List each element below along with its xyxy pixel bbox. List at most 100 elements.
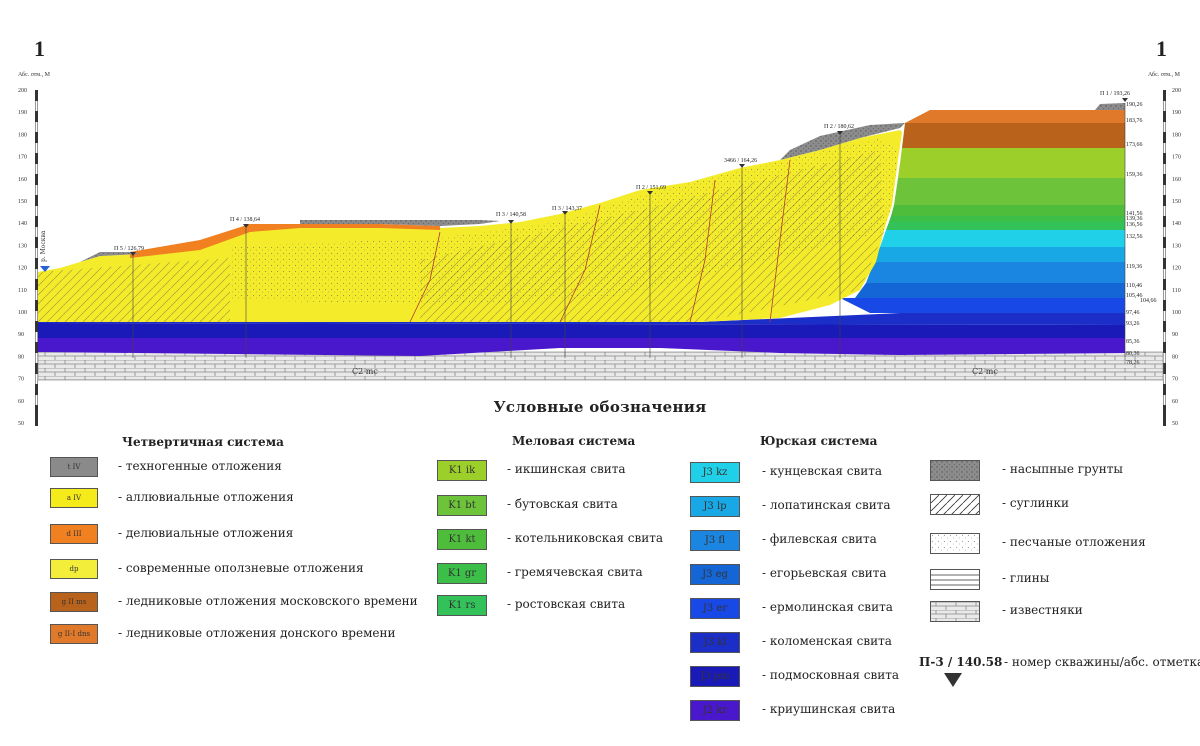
right-elevation-label: 85,36: [1126, 339, 1140, 345]
legend-label: - техногенные отложения: [118, 459, 282, 473]
legend-swatch: K1 rs: [437, 595, 487, 616]
jurassic-right-blue-2: [855, 283, 1125, 298]
legend-swatch: K1 ik: [437, 460, 487, 481]
section-end-marker-left: 1: [34, 36, 45, 61]
right-elevation-axis: [1163, 90, 1166, 426]
right-elevation-label: 136,56: [1126, 222, 1143, 228]
cretaceous-butovskaya-layer: [894, 178, 1125, 205]
axis-tick-label: 140: [18, 221, 27, 227]
geological-cross-section: Абс. отм., М Абс. отм., М 200 190 180 170 16…: [18, 71, 1181, 427]
legend-swatch: J3 pm: [690, 666, 740, 687]
axis-tick-label: 90: [1172, 332, 1178, 338]
legend-swatch: J2 kr: [690, 700, 740, 721]
axis-tick-label: 50: [18, 421, 24, 427]
well-label: П 5 / 126,79: [114, 246, 144, 252]
clay-swatch: [930, 569, 980, 590]
axis-tick-label: 120: [18, 266, 27, 272]
right-axis-ticks: 200 190 180 170 160 150 140 130 120 110 100 90 80 70 6…: [1172, 88, 1181, 427]
axis-tick-label: 160: [18, 177, 27, 183]
axis-tick-label: 50: [1172, 421, 1178, 427]
axis-tick-label: 130: [1172, 243, 1181, 249]
left-axis-title: Абс. отм., М: [18, 71, 51, 78]
legend-title: Условные обозначения: [493, 398, 707, 416]
borehole-triangle-icon: [944, 673, 962, 687]
river-label: р. Москва: [40, 230, 47, 262]
jurassic-podmoskovnaya-layer: [38, 323, 1125, 338]
legend-label: - делювиальные отложения: [118, 526, 294, 540]
legend-swatch: J3 lp: [690, 496, 740, 517]
legend-label: - насыпные грунты: [1002, 462, 1123, 476]
axis-tick-label: 170: [18, 155, 27, 161]
limestone-label-right: C2 mc: [972, 367, 998, 376]
borehole-legend-label: - номер скважины/абс. отметка: [1004, 655, 1200, 669]
legend-label: - ледниковые отложения московского време…: [118, 594, 418, 608]
axis-tick-label: 100: [18, 310, 27, 316]
axis-tick-label: 200: [1172, 88, 1181, 94]
legend-label: - ростовская свита: [507, 597, 626, 611]
axis-tick-label: 60: [1172, 399, 1178, 405]
axis-tick-label: 150: [18, 199, 27, 205]
legend-swatch: J3 kl: [690, 632, 740, 653]
right-elevation-label: 173,66: [1126, 142, 1143, 148]
jurassic-right-blue-3: [866, 262, 1125, 283]
fill-soil-swatch: [930, 460, 980, 481]
axis-tick-label: 190: [1172, 110, 1181, 116]
axis-tick-label: 160: [1172, 177, 1181, 183]
axis-tick-label: 70: [1172, 377, 1178, 383]
right-elevation-label: 141,56: [1126, 211, 1143, 217]
axis-tick-label: 70: [18, 377, 24, 383]
river-marker: [40, 266, 50, 272]
legend-label: - коломенская свита: [762, 634, 892, 648]
left-elevation-axis: [35, 90, 38, 426]
legend-label: - криушинская свита: [762, 702, 896, 716]
slip-surfaces: [409, 159, 791, 323]
axis-tick-label: 140: [1172, 221, 1181, 227]
cretaceous-kotelnikovskaya-layer: [891, 205, 1125, 216]
legend-label: - известняки: [1002, 603, 1083, 617]
glacial-moscow-layer: [902, 123, 1125, 148]
axis-tick-label: 80: [1172, 354, 1178, 360]
axis-tick-label: 130: [18, 243, 27, 249]
legend-label: - ледниковые отложения донского времени: [118, 626, 396, 640]
right-elevation-label: 110,46: [1126, 283, 1142, 289]
sand-swatch: [930, 533, 980, 554]
legend-swatch: dp: [50, 559, 98, 579]
legend-group-title: Меловая система: [512, 434, 636, 448]
landslide-loam-texture: [38, 258, 230, 322]
borehole-sample-label: П-3 / 140.58: [919, 655, 1003, 669]
right-elevation-label: 139,36: [1126, 216, 1143, 222]
axis-tick-label: 110: [18, 288, 27, 294]
well-labels: П 5 / 126,79 П 4 / 138,64 П 3 / 140,58 П…: [114, 91, 1130, 252]
axis-tick-label: 110: [1172, 288, 1181, 294]
jurassic-kriushinskaya-layer: [38, 338, 1125, 356]
axis-tick-label: 180: [18, 132, 27, 138]
jurassic-right-blue-1: [840, 298, 1125, 313]
axis-tick-label: 100: [1172, 310, 1181, 316]
legend-label: - песчаные отложения: [1002, 535, 1146, 549]
limestone-label-left: C2 mc: [352, 367, 378, 376]
legend-swatch: J3 kz: [690, 462, 740, 483]
legend-label: - егорьевская свита: [762, 566, 887, 580]
right-elevation-label: 78,26: [1126, 360, 1140, 366]
right-elevation-label: 93,26: [1126, 321, 1140, 327]
legend-label: - котельниковская свита: [507, 531, 663, 545]
cretaceous-gremyachevskaya-layer: [889, 216, 1125, 222]
legend-label: - бутовская свита: [507, 497, 618, 511]
legend-group-title: Юрская система: [760, 434, 878, 448]
legend-group-title: Четвертичная система: [122, 435, 284, 449]
jurassic-right-blue-4: [874, 247, 1125, 262]
legend-swatch: t IV: [50, 457, 98, 477]
legend-swatch: g II ms: [50, 592, 98, 612]
axis-tick-label: 120: [1172, 266, 1181, 272]
limestone-layer: [37, 351, 1164, 381]
well-label: П 3 / 140,58: [496, 212, 526, 218]
right-elevation-label: 105,46: [1126, 293, 1143, 299]
legend-swatch: J3 fl: [690, 530, 740, 551]
legend-swatch: g II-I dns: [50, 624, 98, 644]
axis-tick-label: 60: [18, 399, 24, 405]
legend-label: - глины: [1002, 571, 1050, 585]
right-elevation-label: 183,76: [1126, 118, 1143, 124]
left-axis-ticks: 200 190 180 170 160 150 140 130 120 110 100 90 80 70 6…: [18, 88, 27, 427]
right-elevation-label: 104,66: [1140, 298, 1157, 304]
well-label: П 2 / 180,62: [824, 124, 854, 130]
